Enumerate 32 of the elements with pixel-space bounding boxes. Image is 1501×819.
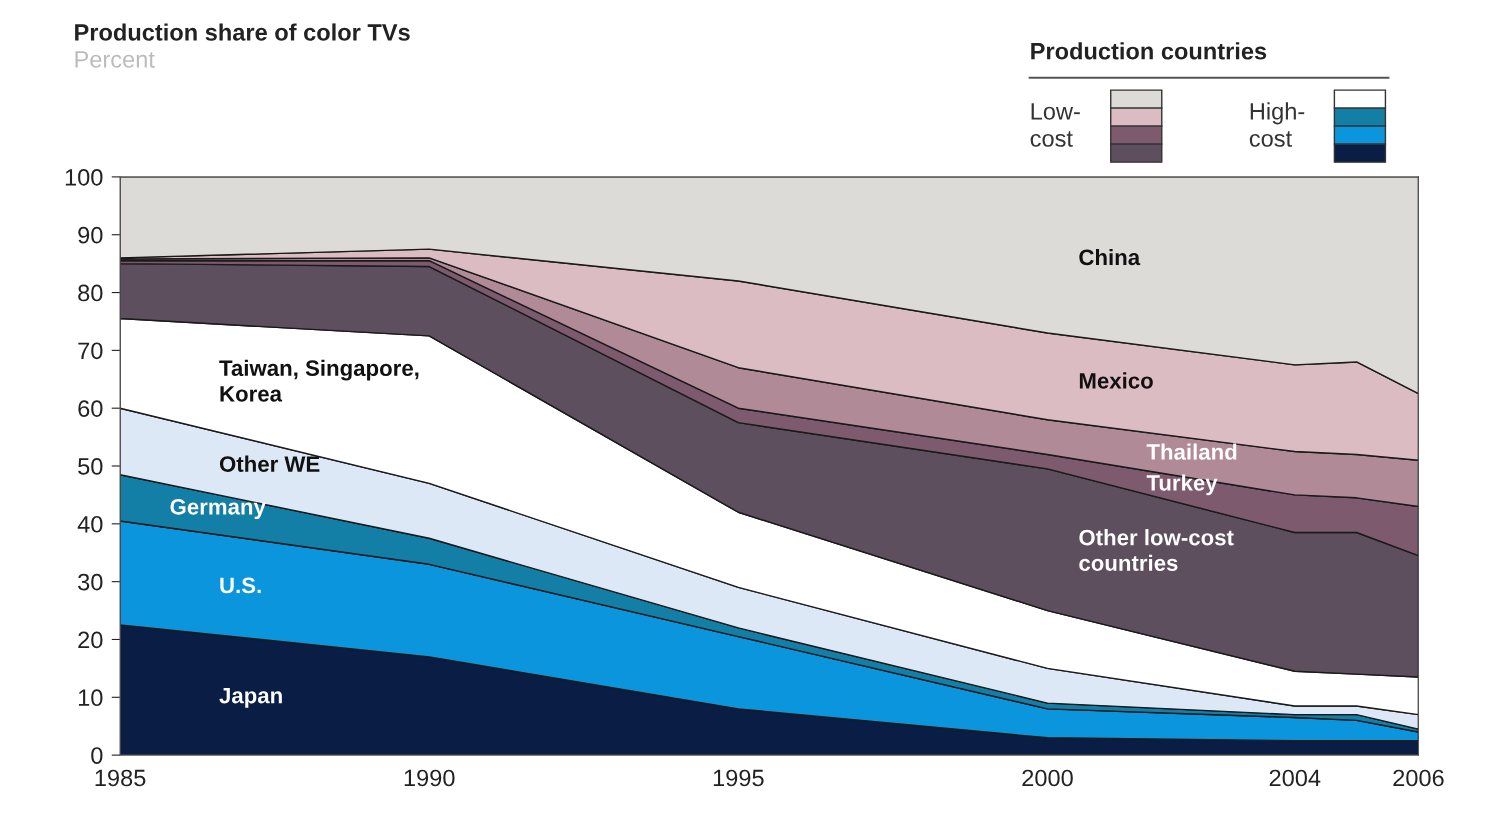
y-tick-label: 30 xyxy=(78,573,103,591)
chart-title: Production share of color TVs xyxy=(75,23,410,41)
series-label: Thailand xyxy=(1146,443,1237,460)
y-tick-label: 10 xyxy=(78,689,103,707)
chart-subtitle: Percent xyxy=(75,51,155,68)
x-tick-label: 1995 xyxy=(713,769,764,787)
x-tick-label: 1990 xyxy=(404,769,455,787)
series-label: Germany xyxy=(170,498,266,520)
series-label: Japan xyxy=(219,687,282,708)
y-tick-label: 100 xyxy=(65,168,103,186)
x-tick-label: 2004 xyxy=(1269,769,1321,787)
x-tick-label: 1985 xyxy=(95,769,146,787)
y-tick-label: 50 xyxy=(78,458,103,475)
series-label: U.S. xyxy=(220,577,261,594)
legend-title: Production countries xyxy=(1031,42,1267,60)
y-tick-label: 0 xyxy=(91,747,103,764)
x-tick-label: 2006 xyxy=(1393,769,1444,787)
x-tick-label: 2000 xyxy=(1022,769,1073,787)
y-tick-label: 60 xyxy=(78,400,103,417)
y-tick-label: 20 xyxy=(78,631,103,649)
text: High- cost xyxy=(1249,102,1305,147)
series-label: Other WE xyxy=(219,455,320,472)
text: Low- cost xyxy=(1030,103,1080,147)
series-label: China xyxy=(1079,248,1141,266)
series-label: Taiwan, Singapore, Korea xyxy=(219,359,419,402)
series-label: Mexico xyxy=(1079,372,1153,389)
y-tick-label: 80 xyxy=(78,284,103,302)
y-tick-label: 90 xyxy=(78,226,103,244)
series-label: Other low-cost countries xyxy=(1079,529,1234,571)
y-tick-label: 70 xyxy=(78,342,103,360)
series-label: Turkey xyxy=(1146,474,1218,496)
y-tick-label: 40 xyxy=(77,515,103,533)
